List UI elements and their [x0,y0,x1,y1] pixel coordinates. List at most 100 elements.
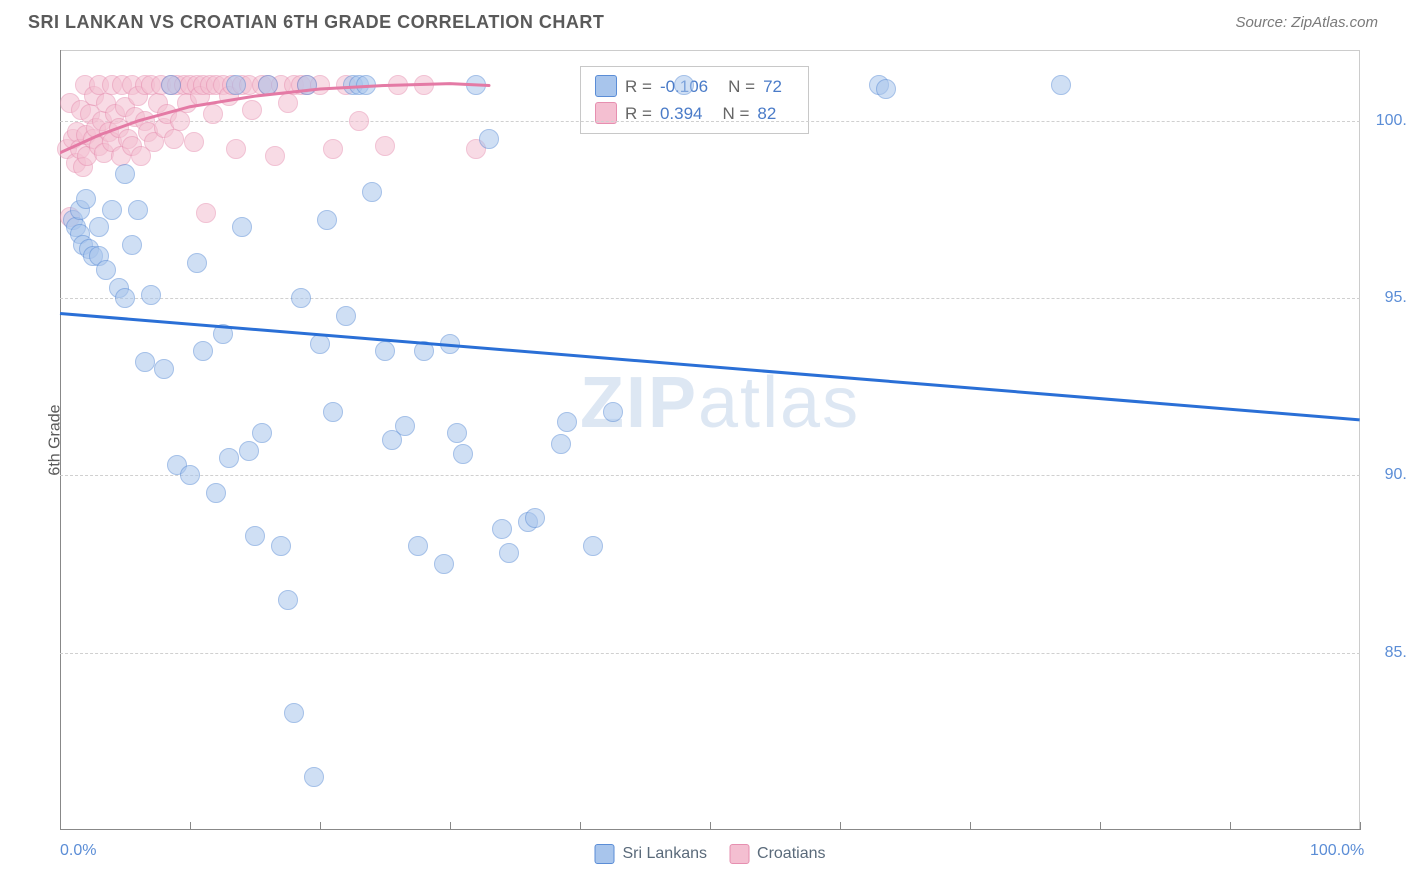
x-tick [1360,822,1361,830]
y-tick-label: 95.0% [1385,289,1406,307]
data-point-sri-lankans [154,359,174,379]
axis-top [60,50,1360,51]
data-point-sri-lankans [89,217,109,237]
data-point-croatians [242,100,262,120]
data-point-sri-lankans [180,465,200,485]
data-point-croatians [278,93,298,113]
axis-left [60,50,61,830]
x-tick [1230,822,1231,830]
data-point-croatians [170,111,190,131]
data-point-sri-lankans [245,526,265,546]
data-point-sri-lankans [284,703,304,723]
x-tick [1100,822,1101,830]
gridline [60,475,1360,476]
data-point-sri-lankans [239,441,259,461]
data-point-sri-lankans [115,288,135,308]
data-point-sri-lankans [219,448,239,468]
data-point-sri-lankans [603,402,623,422]
data-point-sri-lankans [252,423,272,443]
stats-legend-box: R = -0.106 N = 72 R = 0.394 N = 82 [580,66,809,134]
stats-row-croatians: R = 0.394 N = 82 [595,100,794,127]
data-point-sri-lankans [76,189,96,209]
x-tick [320,822,321,830]
y-tick-label: 90.0% [1385,466,1406,484]
x-tick [840,822,841,830]
data-point-sri-lankans [323,402,343,422]
data-point-sri-lankans [102,200,122,220]
data-point-sri-lankans [161,75,181,95]
legend-swatch-sri-lankans [595,844,615,864]
data-point-sri-lankans [206,483,226,503]
legend-label-croatians: Croatians [757,845,825,863]
x-tick [970,822,971,830]
data-point-sri-lankans [362,182,382,202]
axis-right [1359,50,1360,830]
data-point-sri-lankans [336,306,356,326]
data-point-sri-lankans [317,210,337,230]
stats-r-label: R = [625,73,652,100]
stats-row-sri-lankans: R = -0.106 N = 72 [595,73,794,100]
watermark-bold: ZIP [580,363,698,443]
chart-area: 6th Grade ZIPatlas R = -0.106 N = 72 R =… [60,50,1360,830]
stats-n-value-cro: 82 [757,100,776,127]
data-point-sri-lankans [492,519,512,539]
y-tick-label: 100.0% [1376,112,1406,130]
legend-item-croatians: Croatians [729,844,825,864]
data-point-sri-lankans [96,260,116,280]
gridline [60,121,1360,122]
data-point-sri-lankans [193,341,213,361]
x-tick-label: 100.0% [1310,842,1364,860]
data-point-croatians [414,75,434,95]
data-point-sri-lankans [466,75,486,95]
stats-n-label: N = [728,73,755,100]
data-point-sri-lankans [408,536,428,556]
legend-item-sri-lankans: Sri Lankans [595,844,708,864]
data-point-sri-lankans [141,285,161,305]
swatch-sri-lankans [595,75,617,97]
data-point-sri-lankans [499,543,519,563]
data-point-croatians [349,111,369,131]
data-point-sri-lankans [583,536,603,556]
data-point-croatians [323,139,343,159]
data-point-sri-lankans [876,79,896,99]
data-point-sri-lankans [479,129,499,149]
chart-title: SRI LANKAN VS CROATIAN 6TH GRADE CORRELA… [28,12,604,33]
data-point-croatians [196,203,216,223]
data-point-sri-lankans [356,75,376,95]
data-point-sri-lankans [232,217,252,237]
data-point-sri-lankans [551,434,571,454]
stats-n-label: N = [722,100,749,127]
data-point-sri-lankans [271,536,291,556]
x-tick [580,822,581,830]
data-point-sri-lankans [375,341,395,361]
data-point-sri-lankans [278,590,298,610]
chart-header: SRI LANKAN VS CROATIAN 6TH GRADE CORRELA… [0,0,1406,41]
gridline [60,653,1360,654]
legend-swatch-croatians [729,844,749,864]
data-point-croatians [375,136,395,156]
data-point-sri-lankans [557,412,577,432]
data-point-sri-lankans [674,75,694,95]
bottom-legend: Sri Lankans Croatians [595,844,826,864]
data-point-sri-lankans [258,75,278,95]
x-tick [190,822,191,830]
legend-label-sri-lankans: Sri Lankans [623,845,708,863]
data-point-croatians [388,75,408,95]
gridline [60,298,1360,299]
data-point-sri-lankans [304,767,324,787]
trend-line-sri-lankans [60,312,1360,421]
data-point-sri-lankans [297,75,317,95]
data-point-croatians [226,139,246,159]
stats-r-label: R = [625,100,652,127]
data-point-sri-lankans [128,200,148,220]
data-point-sri-lankans [453,444,473,464]
data-point-croatians [164,129,184,149]
x-tick [710,822,711,830]
data-point-sri-lankans [135,352,155,372]
x-tick [60,822,61,830]
data-point-sri-lankans [115,164,135,184]
data-point-sri-lankans [226,75,246,95]
x-tick [450,822,451,830]
data-point-croatians [265,146,285,166]
x-tick-label: 0.0% [60,842,96,860]
